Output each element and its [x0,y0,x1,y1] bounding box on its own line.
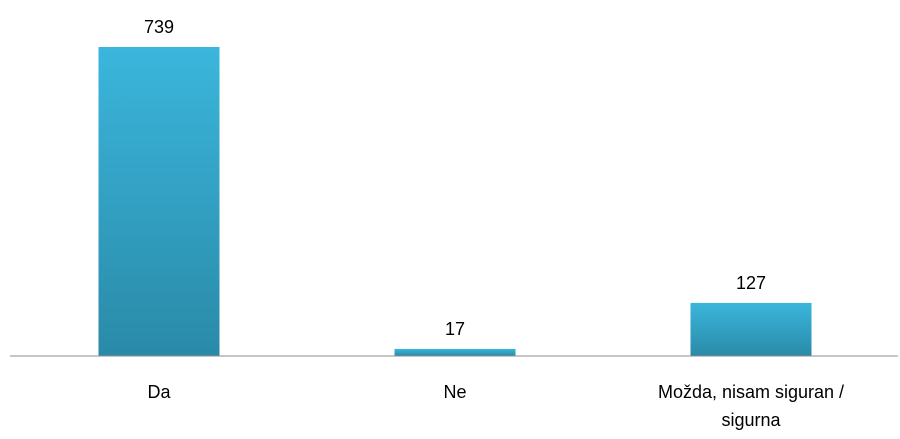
category-label-line: sigurna [721,410,781,430]
bar-ne [394,348,516,356]
category-label: Možda, nisam siguran / sigurna [658,382,844,430]
bar-mo-da-nisam-siguran-sigurna [690,302,812,356]
bar-da [98,47,220,356]
category-label: Ne [443,382,466,402]
category-label-line: Ne [443,382,466,402]
data-label: 739 [144,17,174,37]
labels-layer: 739 Da 17 Ne 127 Možda, nisam siguran / sigurn… [144,17,844,430]
bars-layer [98,47,812,356]
category-label-line: Možda, nisam siguran / [658,382,844,402]
category-label: Da [147,382,171,402]
data-label: 17 [445,319,465,339]
category-label-line: Da [147,382,171,402]
data-label: 127 [736,273,766,293]
